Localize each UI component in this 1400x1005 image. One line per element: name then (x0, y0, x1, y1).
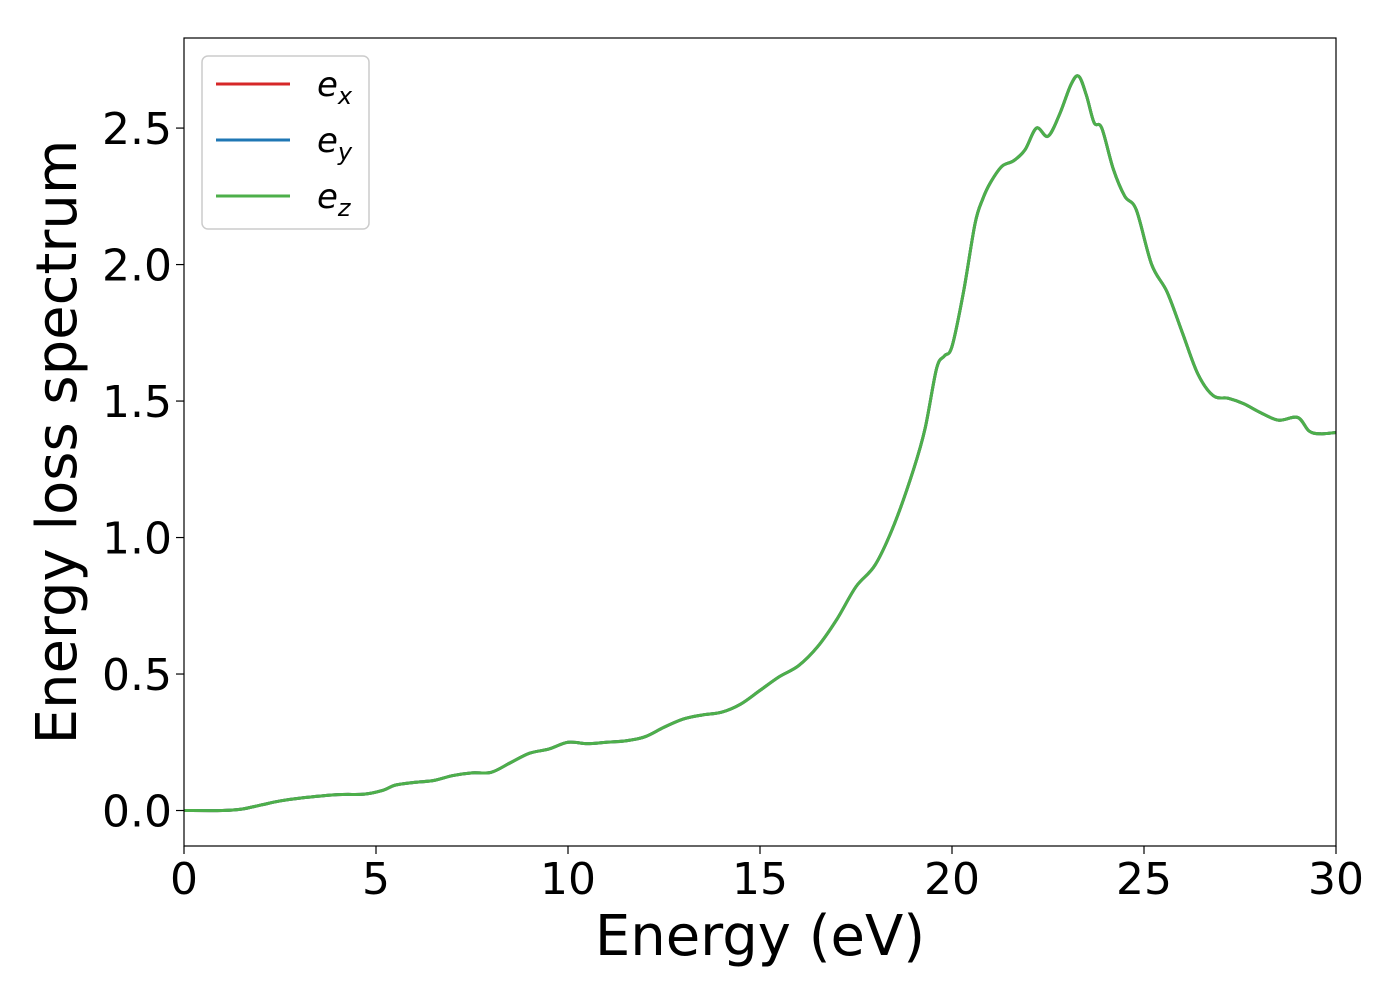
x-axis-ticks: 0 5 10 15 20 25 30 (170, 846, 1364, 905)
y-axis-label: Energy loss spectrum (25, 140, 90, 745)
y-tick-label: 1.5 (102, 377, 172, 428)
series-line-e-z (184, 74, 1336, 813)
x-tick-label: 0 (170, 854, 198, 905)
y-tick-label: 0.0 (102, 787, 172, 838)
y-tick-label: 0.5 (102, 650, 172, 701)
x-tick-label: 25 (1116, 854, 1172, 905)
legend-box (201, 55, 370, 230)
x-axis-label: Energy (eV) (595, 904, 925, 969)
x-tick-label: 15 (732, 854, 788, 905)
x-tick-label: 20 (924, 854, 980, 905)
x-tick-label: 30 (1308, 854, 1364, 905)
x-tick-label: 5 (362, 854, 390, 905)
y-tick-label: 1.0 (102, 514, 172, 565)
x-tick-label: 10 (540, 854, 596, 905)
y-tick-label: 2.0 (102, 241, 172, 292)
series-layer (184, 74, 1336, 813)
y-axis-ticks: 0.0 0.5 1.0 1.5 2.0 2.5 (102, 104, 184, 838)
y-tick-label: 2.5 (102, 104, 172, 155)
